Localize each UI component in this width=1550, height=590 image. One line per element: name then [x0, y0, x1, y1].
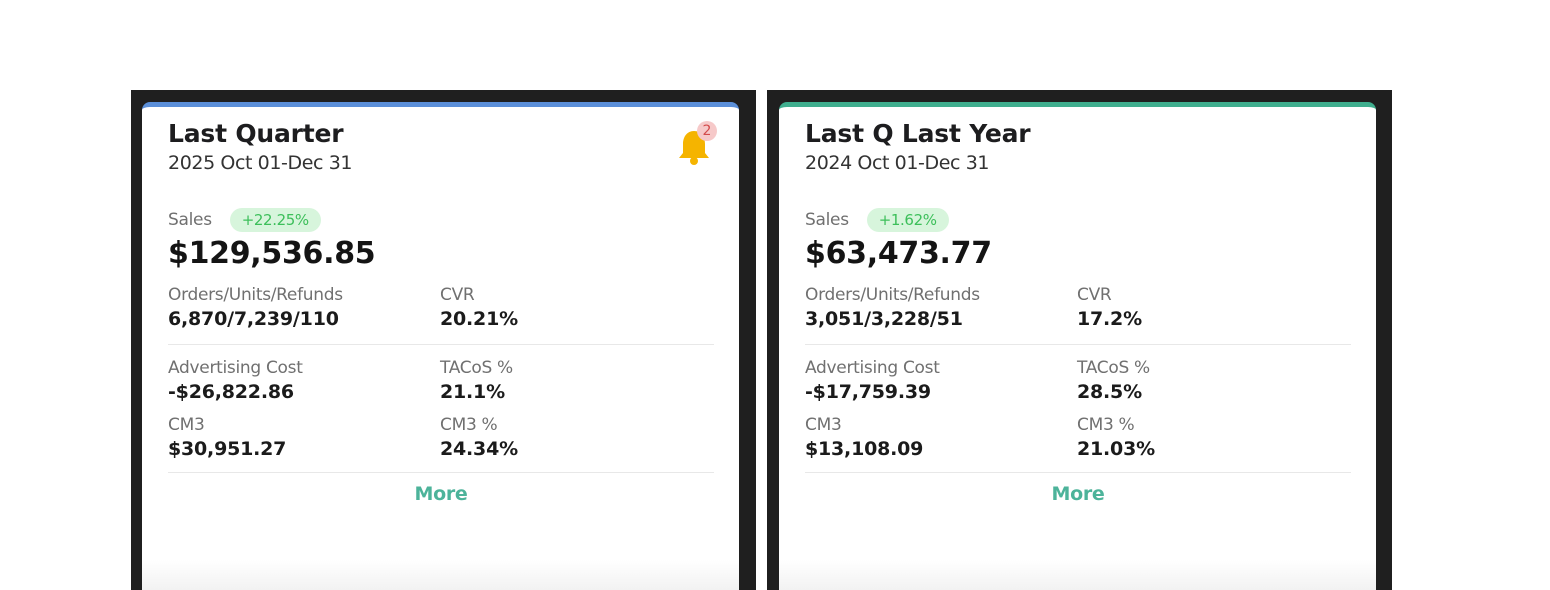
- divider: [805, 344, 1351, 345]
- cvr-value: 17.2%: [1077, 308, 1142, 330]
- ad-cost-label: Advertising Cost: [168, 358, 303, 378]
- card-frame-last-quarter: 2 Last Quarter 2025 Oct 01-Dec 31 Sales …: [131, 90, 756, 590]
- ad-cost-value: -$26,822.86: [168, 381, 294, 403]
- card-title: Last Q Last Year: [805, 119, 1031, 148]
- cm3-pct-value: 24.34%: [440, 438, 518, 460]
- divider: [168, 344, 714, 345]
- more-link[interactable]: More: [1051, 483, 1105, 505]
- card-title: Last Quarter: [168, 119, 344, 148]
- more-link[interactable]: More: [414, 483, 468, 505]
- orders-value: 6,870/7,239/110: [168, 308, 339, 330]
- sales-value: $63,473.77: [805, 236, 992, 271]
- tacos-label: TACoS %: [440, 358, 513, 378]
- sales-label: Sales: [168, 210, 212, 230]
- tacos-value: 28.5%: [1077, 381, 1142, 403]
- notification-count-badge: 2: [697, 121, 717, 141]
- divider: [805, 472, 1351, 473]
- card-fade: [142, 560, 739, 590]
- card-frame-last-q-last-year: Last Q Last Year 2024 Oct 01-Dec 31 Sale…: [767, 90, 1392, 590]
- cm3-pct-value: 21.03%: [1077, 438, 1155, 460]
- cvr-label: CVR: [1077, 285, 1112, 305]
- cm3-value: $30,951.27: [168, 438, 287, 460]
- cm3-label: CM3: [168, 415, 205, 435]
- tacos-value: 21.1%: [440, 381, 505, 403]
- sales-value: $129,536.85: [168, 236, 376, 271]
- cm3-pct-label: CM3 %: [440, 415, 498, 435]
- ad-cost-label: Advertising Cost: [805, 358, 940, 378]
- orders-label: Orders/Units/Refunds: [168, 285, 343, 305]
- orders-label: Orders/Units/Refunds: [805, 285, 980, 305]
- cm3-value: $13,108.09: [805, 438, 924, 460]
- orders-value: 3,051/3,228/51: [805, 308, 963, 330]
- notification-bell[interactable]: 2: [677, 121, 717, 167]
- date-range: 2025 Oct 01-Dec 31: [168, 152, 353, 174]
- card-last-quarter: 2 Last Quarter 2025 Oct 01-Dec 31 Sales …: [142, 102, 739, 590]
- date-range: 2024 Oct 01-Dec 31: [805, 152, 990, 174]
- cvr-value: 20.21%: [440, 308, 518, 330]
- card-fade: [779, 560, 1376, 590]
- ad-cost-value: -$17,759.39: [805, 381, 931, 403]
- sales-change-badge: +22.25%: [229, 208, 321, 232]
- tacos-label: TACoS %: [1077, 358, 1150, 378]
- cvr-label: CVR: [440, 285, 475, 305]
- cm3-label: CM3: [805, 415, 842, 435]
- cm3-pct-label: CM3 %: [1077, 415, 1135, 435]
- divider: [168, 472, 714, 473]
- sales-label: Sales: [805, 210, 849, 230]
- card-last-q-last-year: Last Q Last Year 2024 Oct 01-Dec 31 Sale…: [779, 102, 1376, 590]
- sales-change-badge: +1.62%: [866, 208, 949, 232]
